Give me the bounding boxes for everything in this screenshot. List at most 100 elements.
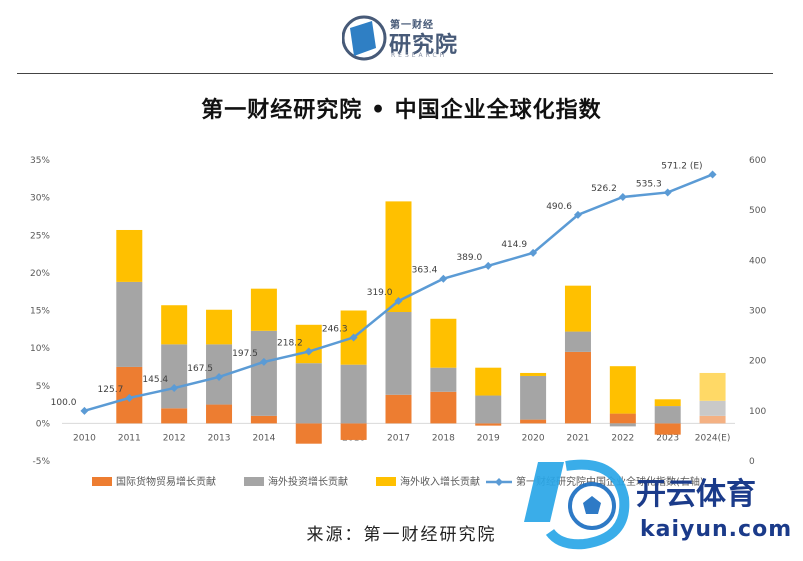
bar-segment [609, 423, 636, 427]
index-point [170, 384, 179, 393]
bar-segment [116, 229, 143, 282]
bar-segment [699, 400, 726, 416]
y-left-tick-label: 35% [30, 156, 50, 166]
bar-segment [475, 423, 502, 426]
y-left-tick-label: 15% [30, 307, 50, 317]
x-tick-label: 2022 [611, 433, 634, 443]
watermark-brand-cn: 开云体育 [636, 477, 756, 512]
index-point [125, 393, 134, 402]
legend-swatch [376, 477, 396, 486]
index-point [573, 210, 582, 219]
index-point [708, 170, 717, 179]
bar-segment [654, 399, 681, 407]
legend-swatch [244, 477, 264, 486]
bar-segment [161, 305, 188, 345]
legend-label: 海外投资增长贡献 [268, 475, 348, 488]
bar-segment [161, 408, 188, 424]
x-tick-label: 2010 [73, 433, 96, 443]
x-tick-label: 2011 [118, 433, 141, 443]
x-tick-label: 2019 [477, 433, 500, 443]
bar-segment [699, 415, 726, 424]
index-point [80, 406, 89, 415]
index-data-label: 319.0 [367, 288, 393, 298]
bar-segment [564, 285, 591, 332]
bar-segment [520, 372, 547, 376]
bar-segment [116, 281, 143, 367]
index-data-label: 526.2 [591, 184, 617, 194]
bar-segment [295, 423, 322, 444]
index-data-label: 167.5 [187, 364, 213, 374]
y-left-tick-label: 10% [30, 344, 50, 354]
bar-segment [295, 363, 322, 424]
index-point [259, 357, 268, 366]
legend-label: 海外收入增长贡献 [400, 475, 480, 488]
index-data-label: 218.2 [277, 339, 303, 349]
bar-segment [250, 330, 277, 416]
y-left-tick-label: 5% [36, 382, 51, 392]
bar-segment [295, 324, 322, 364]
bar-segment [564, 331, 591, 352]
bar-segment [340, 364, 367, 424]
index-point [304, 347, 313, 356]
index-point [484, 261, 493, 270]
kaiyun-watermark: 开云体育 kaiyun.com [524, 459, 792, 550]
bar-segment [654, 406, 681, 424]
y-right-tick-label: 600 [749, 156, 766, 166]
index-point [394, 296, 403, 305]
index-data-label: 100.0 [51, 398, 77, 408]
bar-segment [250, 415, 277, 424]
index-data-label: 363.4 [412, 266, 438, 276]
x-tick-label: 2012 [163, 433, 186, 443]
bar-segment [340, 423, 367, 440]
x-tick-label: 2013 [208, 433, 231, 443]
y-left-tick-label: -5% [32, 457, 50, 467]
bar-segment [430, 318, 457, 368]
index-data-label: 389.0 [456, 253, 482, 263]
y-right-tick-label: 200 [749, 357, 766, 367]
x-tick-label: 2024(E) [695, 433, 731, 443]
logo-cn-large: 研究院 [389, 33, 459, 58]
index-data-label: 125.7 [98, 385, 124, 395]
y-left-tick-label: 30% [30, 194, 50, 204]
bar-segment [520, 375, 547, 420]
index-point [439, 274, 448, 283]
bar-segment [385, 312, 412, 395]
y-right-tick-label: 100 [749, 407, 766, 417]
header-divider [17, 73, 773, 74]
logo-cn-small: 第一财经 [390, 20, 434, 31]
index-data-label: 490.6 [546, 202, 572, 212]
bar-segment [430, 367, 457, 392]
y-right-tick-label: 300 [749, 307, 766, 317]
index-point [215, 372, 224, 381]
watermark-brand-en: kaiyun.com [640, 517, 792, 542]
index-data-label: 246.3 [322, 324, 348, 334]
logo-book-shape [350, 21, 376, 56]
research-institute-logo [342, 15, 387, 61]
bar-segment [475, 367, 502, 396]
bar-segment [609, 366, 636, 414]
index-point [349, 333, 358, 342]
bar-segment [475, 395, 502, 424]
bar-segment [654, 423, 681, 435]
index-data-label: 197.5 [232, 349, 258, 359]
x-tick-label: 2014 [252, 433, 275, 443]
watermark-ball-patch [583, 496, 601, 514]
y-left-tick-label: 25% [30, 231, 50, 241]
chart-title: 第一财经研究院 • 中国企业全球化指数 [201, 97, 602, 123]
y-right-tick-label: 500 [749, 206, 766, 216]
logo-ring [342, 15, 387, 61]
index-point [663, 188, 672, 197]
bar-segment [520, 419, 547, 424]
bar-segment [250, 288, 277, 331]
index-data-label: 145.4 [142, 375, 168, 385]
bar-segment [385, 201, 412, 313]
y-right-tick-label: 400 [749, 256, 766, 266]
legend-label: 国际货物贸易增长贡献 [116, 475, 216, 488]
index-point [618, 193, 627, 202]
bar-segment [699, 372, 726, 401]
index-data-label: 571.2 (E) [661, 161, 702, 171]
legend-label: 第一财经研究院中国企业全球化指数(右轴) [516, 475, 704, 488]
x-tick-label: 2018 [432, 433, 455, 443]
bar-segment [564, 351, 591, 424]
